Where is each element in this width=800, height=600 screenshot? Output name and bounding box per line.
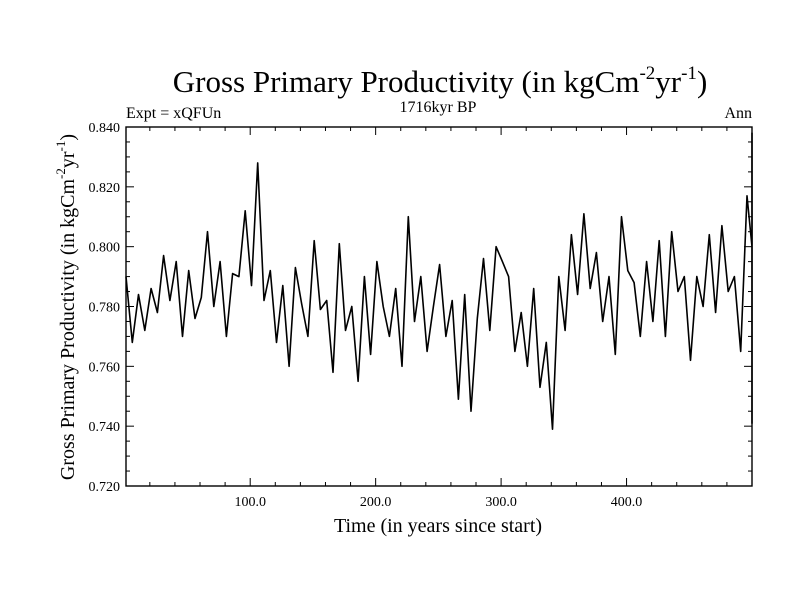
experiment-label: Expt = xQFUn (126, 105, 221, 122)
axes: 0.720 0.740 0.760 0.780 0.800 0.820 0.840 100.0… (89, 121, 753, 510)
x-tick-label: 200.0 (360, 495, 392, 510)
chart-title: Gross Primary Productivity (in kgCm-2yr-… (173, 63, 708, 99)
y-tick-label: 0.780 (89, 301, 121, 316)
y-tick-label: 0.760 (89, 360, 121, 375)
y-tick-label: 0.840 (89, 121, 121, 136)
x-axis-label: Time (in years since start) (334, 515, 542, 537)
y-tick-label: 0.740 (89, 420, 121, 435)
season-label: Ann (724, 105, 752, 122)
y-axis-label: Gross Primary Productivity (in kgCm-2yr-… (53, 134, 79, 480)
x-tick-label: 400.0 (611, 495, 643, 510)
x-tick-label: 300.0 (485, 495, 517, 510)
y-tick-label: 0.820 (89, 181, 121, 196)
period-label: 1716kyr BP (400, 99, 477, 116)
y-tick-label: 0.720 (89, 480, 121, 495)
series-line-gpp (125, 132, 753, 431)
plot-area (125, 132, 753, 431)
x-tick-label: 100.0 (234, 495, 266, 510)
plot-frame (125, 126, 753, 487)
y-tick-label: 0.800 (89, 241, 121, 256)
